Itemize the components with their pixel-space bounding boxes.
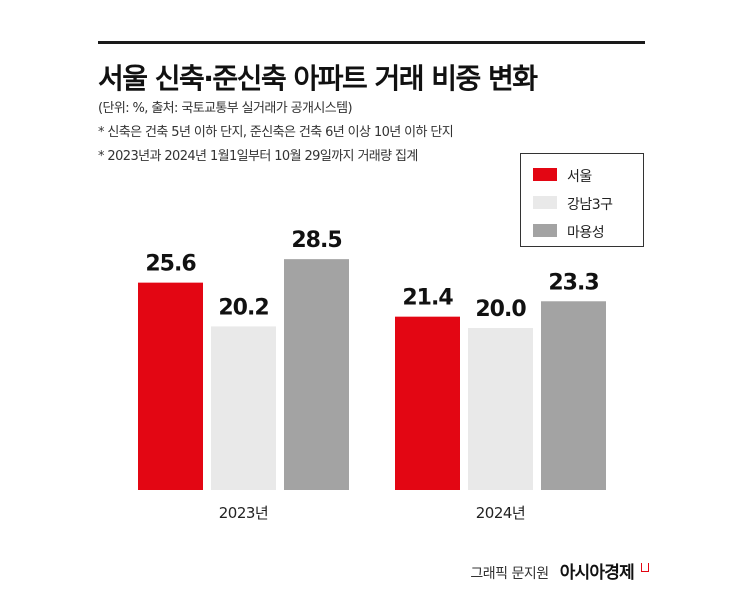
chart-title: 서울 신축·준신축 아파트 거래 비중 변화: [98, 62, 538, 95]
period-note: * 2023년과 2024년 1월1일부터 10월 29일까지 거래량 집계: [98, 149, 418, 164]
footer: 그래픽 문지원 아시아경제: [470, 558, 649, 583]
bar-mayongseong-1: [541, 301, 606, 490]
legend-swatch-gangnam3gu: [533, 196, 557, 209]
top-rule: [98, 41, 645, 44]
category-label-1: 2024년: [476, 504, 525, 522]
bar-gangnam3gu-1: [468, 328, 533, 490]
data-label-mayongseong-1: 23.3: [548, 270, 598, 295]
legend-label-gangnam3gu: 강남3구: [567, 197, 613, 213]
logo-mark-icon: [641, 563, 649, 572]
bar-seoul-1: [395, 316, 460, 490]
publisher-logo: 아시아경제: [559, 563, 635, 583]
legend-label-mayongseong: 마용성: [567, 225, 605, 241]
bar-gangnam3gu-0: [211, 326, 276, 490]
data-label-gangnam3gu-0: 20.2: [218, 295, 268, 320]
data-label-seoul-1: 21.4: [402, 286, 453, 311]
definition-note: * 신축은 건축 5년 이하 단지, 준신축은 건축 6년 이상 10년 이하 …: [98, 125, 454, 140]
data-label-gangnam3gu-1: 20.0: [475, 297, 526, 322]
legend-swatch-seoul: [533, 168, 557, 181]
category-label-0: 2023년: [219, 504, 268, 522]
data-label-mayongseong-0: 28.5: [291, 228, 341, 253]
graphic-credit: 그래픽 문지원: [470, 566, 549, 582]
bar-mayongseong-0: [284, 259, 349, 490]
legend-label-seoul: 서울: [567, 169, 592, 185]
legend-swatch-mayongseong: [533, 224, 557, 237]
legend: 서울 강남3구 마용성: [520, 153, 644, 247]
data-label-seoul-0: 25.6: [145, 252, 196, 277]
bar-seoul-0: [138, 282, 203, 490]
unit-source-note: (단위: %, 출처: 국토교통부 실거래가 공개시스템): [98, 101, 353, 116]
